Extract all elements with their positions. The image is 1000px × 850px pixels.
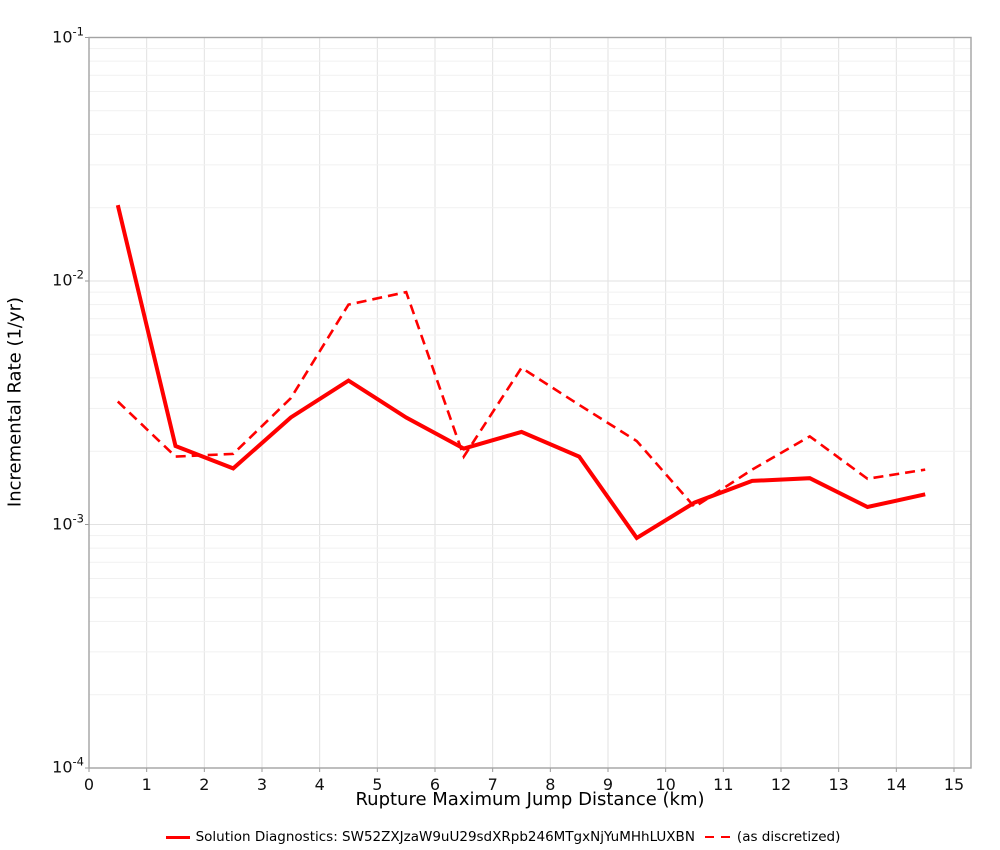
x-tick-label-6: 6 bbox=[429, 775, 441, 794]
x-tick-label-7: 7 bbox=[487, 775, 498, 794]
legend-solid-line-swatch bbox=[165, 835, 190, 839]
legend-label-as-discretized: (as discretized) bbox=[736, 829, 841, 845]
x-tick-label-2: 2 bbox=[199, 775, 210, 794]
y-axis-title: Incremental Rate (1/yr) bbox=[4, 296, 26, 508]
x-tick-label-5: 5 bbox=[372, 775, 383, 794]
x-tick-label-4: 4 bbox=[314, 775, 325, 794]
series-line-solution-diagnostics bbox=[115, 204, 926, 541]
x-tick-label-15: 15 bbox=[943, 775, 965, 794]
x-tick-label-0: 0 bbox=[83, 775, 95, 794]
x-tick-label-10: 10 bbox=[655, 775, 676, 794]
x-tick-label-9: 9 bbox=[602, 775, 614, 794]
legend-label-solution-diagnostics: Solution Diagnostics: SW52ZXJzaW9uU29sdX… bbox=[195, 829, 695, 845]
legend-dashed-line-swatch bbox=[704, 835, 731, 839]
x-tick-label-1: 1 bbox=[141, 775, 152, 794]
x-tick-label-14: 14 bbox=[886, 775, 907, 794]
x-axis-title: Rupture Maximum Jump Distance (km) bbox=[355, 789, 705, 810]
plot-border bbox=[88, 36, 972, 769]
x-tick-label-8: 8 bbox=[545, 775, 556, 794]
legend: Solution Diagnostics: SW52ZXJzaW9uU29sdX… bbox=[0, 827, 1000, 847]
x-tick-label-3: 3 bbox=[256, 775, 268, 794]
series-line-as-discretized bbox=[116, 290, 926, 509]
x-tick-label-11: 11 bbox=[713, 775, 734, 794]
x-axis-tick-labels: 0 1 2 3 4 5 6 7 8 9 10 11 12 13 14 15 bbox=[0, 775, 1000, 797]
x-tick-label-12: 12 bbox=[770, 775, 792, 794]
x-tick-label-13: 13 bbox=[828, 775, 849, 794]
